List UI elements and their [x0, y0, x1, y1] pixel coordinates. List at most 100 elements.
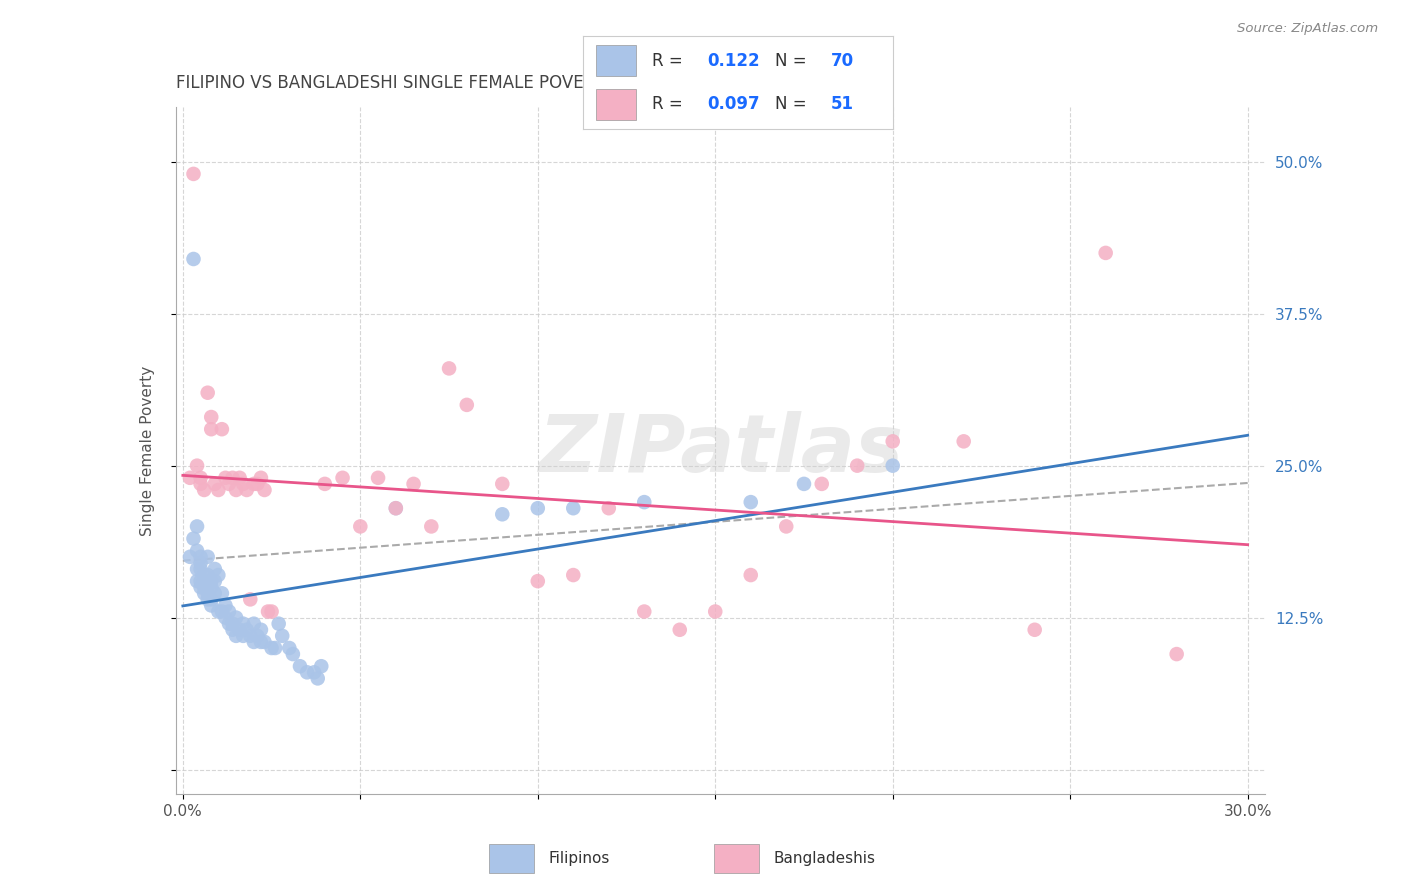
Point [246, 476, 269, 491]
Point [704, 605, 727, 619]
Point [740, 495, 762, 509]
Point [200, 592, 222, 607]
Point [385, 501, 408, 516]
Point [214, 599, 236, 613]
Point [302, 665, 325, 680]
Point [214, 471, 236, 485]
Point [281, 647, 304, 661]
Point [793, 476, 815, 491]
Point [1166, 647, 1188, 661]
Point [264, 640, 287, 655]
Point [193, 580, 215, 594]
Point [456, 398, 478, 412]
Point [207, 605, 229, 619]
Point [243, 476, 266, 491]
Point [633, 495, 655, 509]
Point [349, 519, 371, 533]
Point [491, 476, 513, 491]
Point [314, 476, 336, 491]
Point [250, 635, 273, 649]
Point [633, 605, 655, 619]
Point [295, 665, 318, 680]
Point [260, 605, 283, 619]
Point [810, 476, 832, 491]
Point [367, 471, 389, 485]
FancyBboxPatch shape [596, 45, 636, 76]
Point [250, 623, 273, 637]
Point [246, 629, 269, 643]
Text: Bangladeshis: Bangladeshis [773, 851, 876, 866]
Point [598, 501, 620, 516]
Point [218, 605, 240, 619]
Text: N =: N = [775, 95, 813, 113]
Point [190, 556, 212, 570]
Point [211, 605, 233, 619]
Point [190, 549, 212, 564]
Text: R =: R = [651, 95, 688, 113]
Point [311, 659, 333, 673]
Point [235, 483, 257, 497]
Point [225, 629, 247, 643]
Text: N =: N = [775, 52, 813, 70]
Point [179, 471, 201, 485]
Point [882, 434, 904, 449]
Point [186, 574, 208, 589]
Point [204, 586, 226, 600]
Point [668, 623, 690, 637]
Point [402, 476, 425, 491]
Point [562, 501, 585, 516]
Point [204, 476, 226, 491]
Text: Source: ZipAtlas.com: Source: ZipAtlas.com [1237, 22, 1378, 36]
Point [562, 568, 585, 582]
Point [437, 361, 460, 376]
Point [260, 640, 283, 655]
Point [204, 574, 226, 589]
Text: FILIPINO VS BANGLADESHI SINGLE FEMALE POVERTY CORRELATION CHART: FILIPINO VS BANGLADESHI SINGLE FEMALE PO… [176, 74, 799, 92]
Point [228, 623, 250, 637]
Point [207, 568, 229, 582]
Point [183, 532, 205, 546]
Point [288, 659, 311, 673]
Text: 0.097: 0.097 [707, 95, 759, 113]
FancyBboxPatch shape [596, 89, 636, 120]
Point [526, 574, 548, 589]
Point [200, 574, 222, 589]
Point [225, 483, 247, 497]
Point [491, 508, 513, 522]
Point [186, 519, 208, 533]
Point [200, 410, 222, 425]
Text: ZIPatlas: ZIPatlas [538, 411, 903, 490]
Point [385, 501, 408, 516]
Point [211, 422, 233, 436]
Point [775, 519, 797, 533]
Point [211, 586, 233, 600]
Point [1024, 623, 1046, 637]
Point [235, 623, 257, 637]
Point [183, 252, 205, 266]
Point [267, 616, 290, 631]
Point [882, 458, 904, 473]
Point [952, 434, 974, 449]
Point [232, 476, 254, 491]
Point [193, 574, 215, 589]
Point [200, 599, 222, 613]
Text: R =: R = [651, 52, 688, 70]
Point [243, 635, 266, 649]
Point [190, 471, 212, 485]
Point [225, 610, 247, 624]
Point [197, 592, 219, 607]
Point [232, 616, 254, 631]
Point [193, 483, 215, 497]
Text: Filipinos: Filipinos [548, 851, 610, 866]
Point [207, 483, 229, 497]
Point [193, 568, 215, 582]
Point [197, 549, 219, 564]
Point [200, 422, 222, 436]
Point [221, 616, 243, 631]
Point [332, 471, 354, 485]
Point [186, 458, 208, 473]
Point [197, 586, 219, 600]
Point [253, 635, 276, 649]
Point [193, 586, 215, 600]
Point [190, 574, 212, 589]
